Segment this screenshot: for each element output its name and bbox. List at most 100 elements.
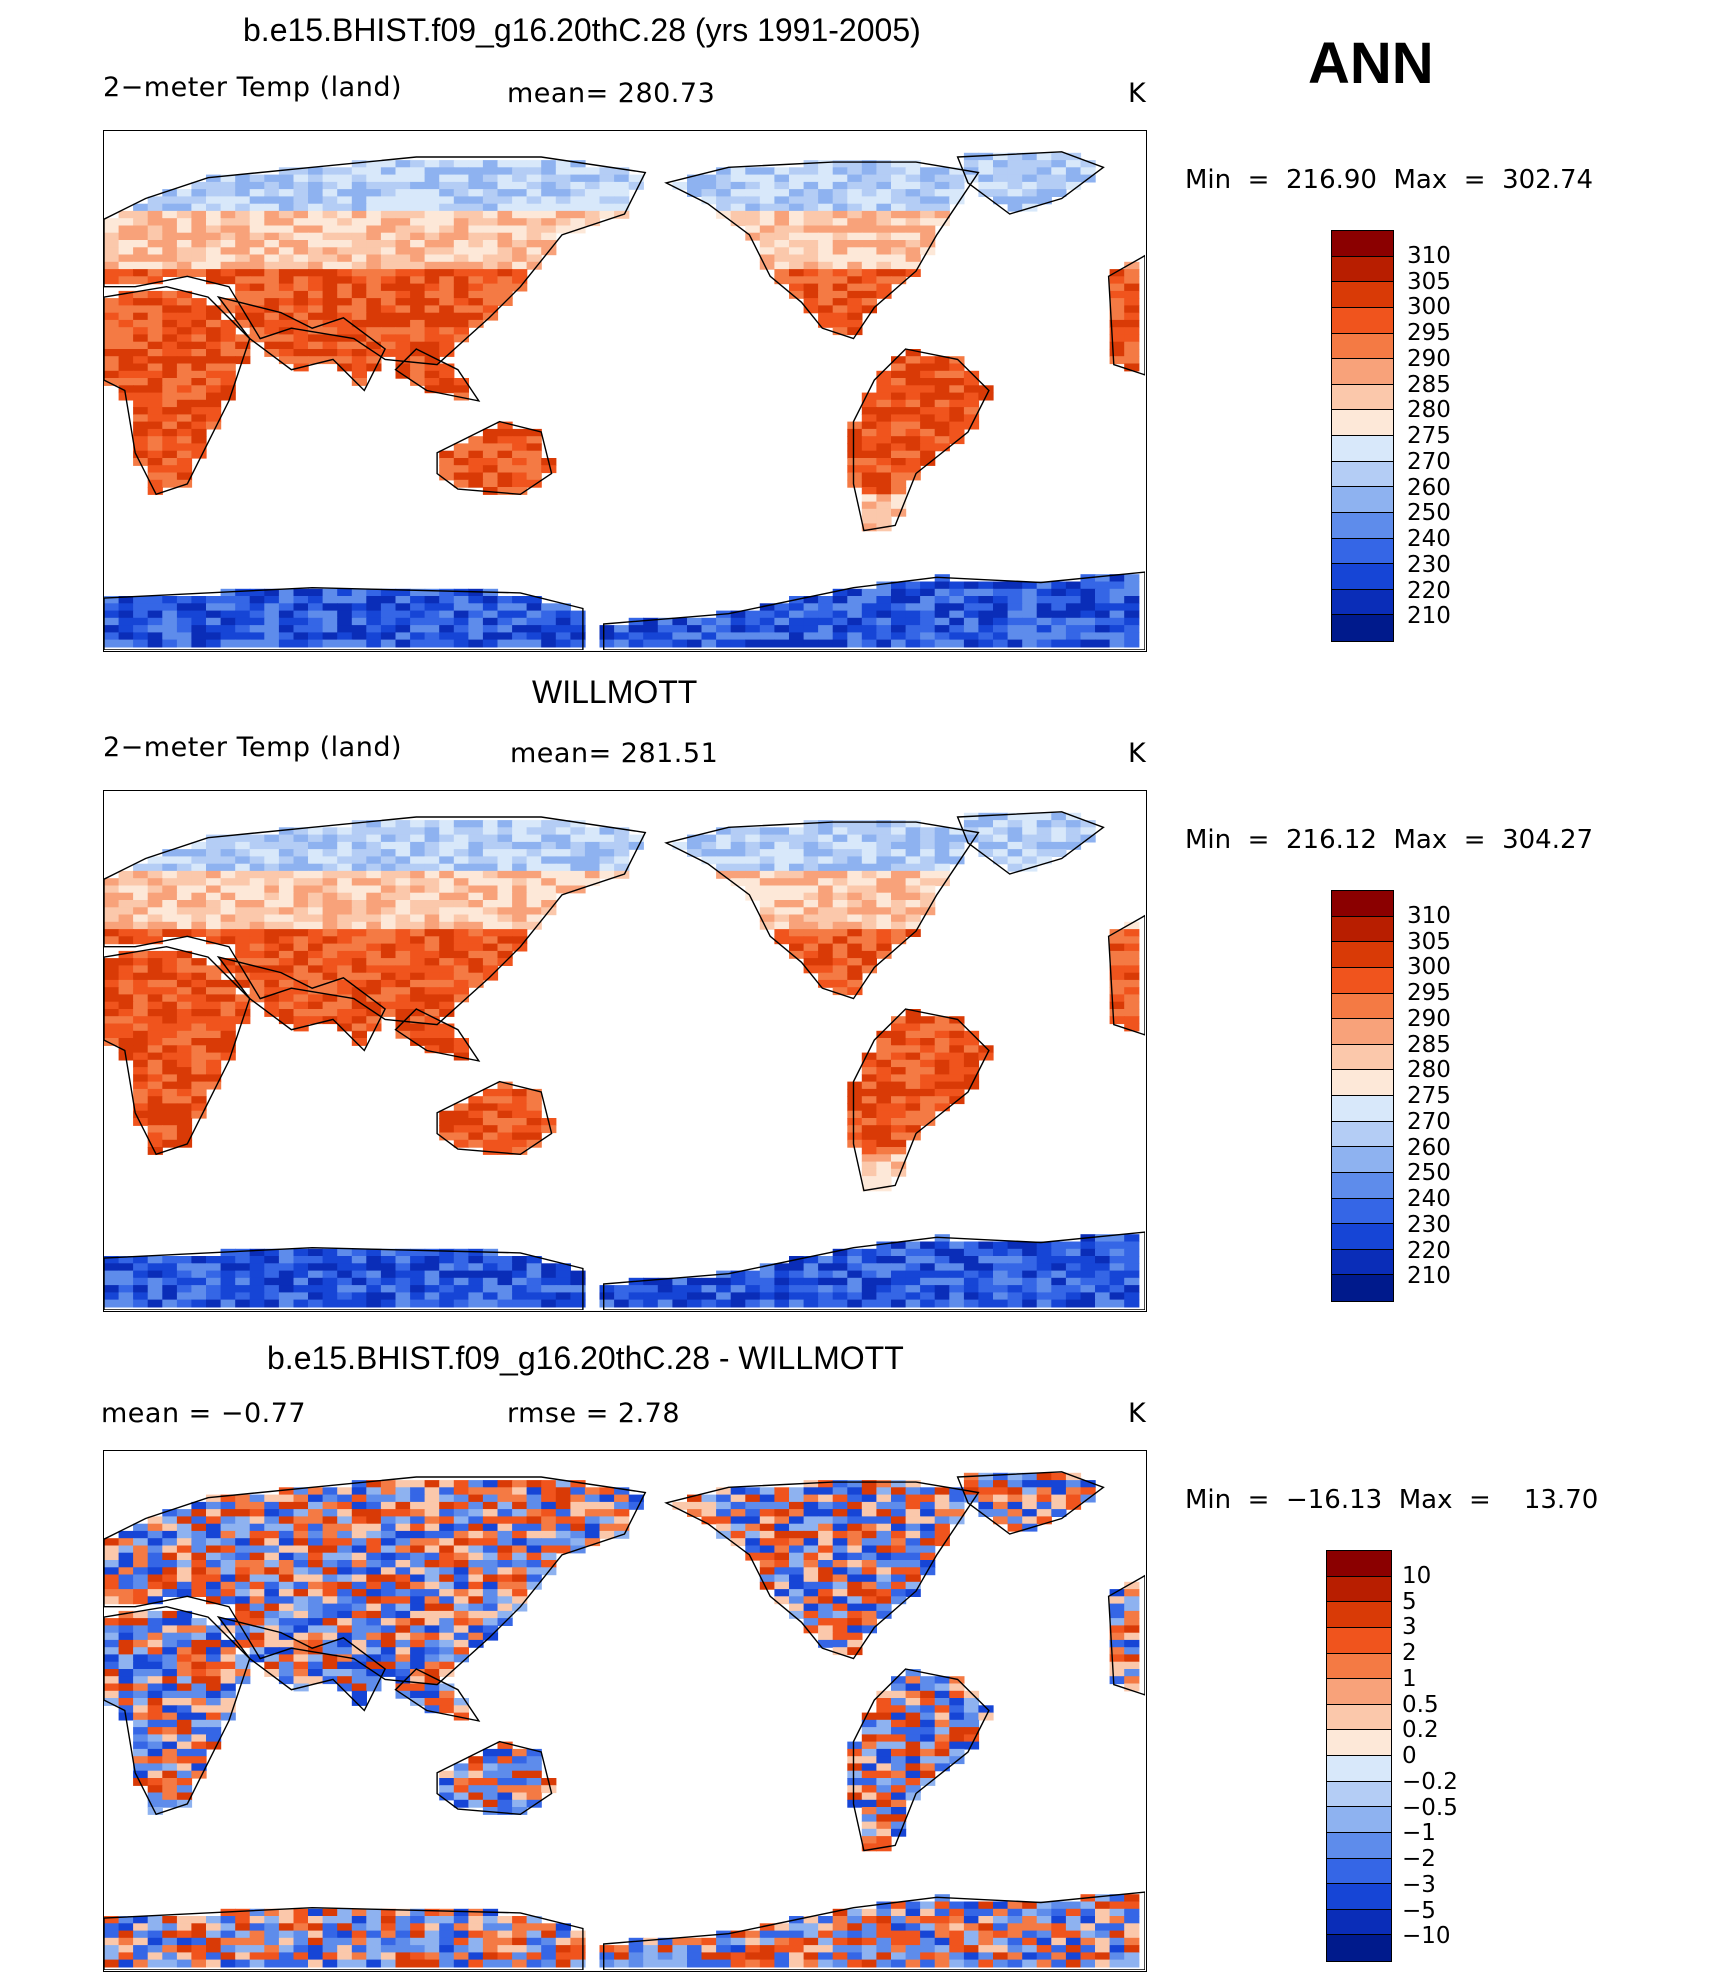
colorbar-label: 270 xyxy=(1407,1108,1451,1135)
colorbar-label: 230 xyxy=(1407,551,1451,578)
colorbar-label: 220 xyxy=(1407,1237,1451,1264)
colorbar-label: 300 xyxy=(1407,294,1451,321)
panel-1-mean-label: mean= 280.73 xyxy=(507,78,716,109)
colorbar-label: 260 xyxy=(1407,474,1451,501)
colorbar-label: 310 xyxy=(1407,902,1451,929)
colorbar-swatch xyxy=(1332,1172,1393,1199)
colorbar-swatch xyxy=(1332,1096,1393,1122)
colorbar-label: −1 xyxy=(1402,1820,1436,1847)
panel-1-map xyxy=(103,130,1147,652)
colorbar-label: 300 xyxy=(1407,954,1451,981)
colorbar-swatch xyxy=(1332,891,1393,917)
colorbar-label: 1 xyxy=(1402,1665,1417,1692)
colorbar-label: 0 xyxy=(1402,1743,1417,1769)
panel-3-map xyxy=(103,1450,1147,1972)
colorbar-swatch xyxy=(1327,1858,1391,1885)
panel-3-rmse-label: rmse = 2.78 xyxy=(507,1398,681,1429)
panel-2-map xyxy=(103,790,1147,1312)
panel-1-unit-label: K xyxy=(1128,78,1147,109)
colorbar-label: −3 xyxy=(1402,1871,1436,1898)
colorbar-label: 305 xyxy=(1407,268,1451,295)
colorbar-label: 210 xyxy=(1407,1263,1451,1290)
colorbar-label: 230 xyxy=(1407,1211,1451,1238)
colorbar-swatch xyxy=(1332,282,1393,308)
colorbar-label: 220 xyxy=(1407,577,1451,604)
colorbar-swatch xyxy=(1332,1070,1393,1096)
colorbar-label: 240 xyxy=(1407,1186,1451,1212)
colorbar-swatch xyxy=(1332,564,1393,590)
colorbar-swatch xyxy=(1332,993,1393,1020)
colorbar-label: −10 xyxy=(1402,1923,1451,1950)
panel-1-colorbar-labels: 310 305 300 295 290 285 280 275 270 260 250 240 230 2… xyxy=(1407,230,1527,642)
colorbar-swatch xyxy=(1327,1576,1391,1603)
colorbar-swatch xyxy=(1332,1198,1393,1225)
panel-3-unit-label: K xyxy=(1128,1398,1147,1429)
panel-2-minmax: Min = 216.12 Max = 304.27 xyxy=(1185,825,1594,855)
colorbar-label: −0.2 xyxy=(1402,1768,1458,1795)
colorbar-swatch xyxy=(1327,1807,1391,1833)
colorbar-label: 260 xyxy=(1407,1134,1451,1161)
panel-2-title: WILLMOTT xyxy=(532,674,698,710)
colorbar-swatch xyxy=(1332,231,1393,257)
colorbar-swatch xyxy=(1332,410,1393,436)
colorbar-label: 295 xyxy=(1407,320,1451,346)
colorbar-label: 5 xyxy=(1402,1588,1417,1615)
panel-3-colorbar-labels: 10 5 3 2 1 0.5 0.2 0 −0.2 −0.5 −1 −2 −3 −5 −10 xyxy=(1402,1550,1522,1962)
colorbar-swatch xyxy=(1327,1627,1391,1654)
panel-1-title: b.e15.BHIST.f09_g16.20thC.28 (yrs 1991-2… xyxy=(243,12,921,48)
colorbar-label: 270 xyxy=(1407,448,1451,475)
colorbar-swatch xyxy=(1332,461,1393,488)
colorbar-swatch xyxy=(1327,1909,1391,1936)
colorbar-swatch xyxy=(1327,1884,1391,1910)
colorbar-label: 305 xyxy=(1407,928,1451,955)
colorbar-swatch xyxy=(1332,1147,1393,1173)
colorbar-swatch xyxy=(1332,615,1393,641)
colorbar-swatch xyxy=(1332,487,1393,513)
colorbar-label: 285 xyxy=(1407,371,1451,398)
colorbar-swatch xyxy=(1327,1704,1391,1731)
panel-1-variable-label: 2−meter Temp (land) xyxy=(103,72,402,103)
panel-1-map-canvas xyxy=(104,151,1145,650)
colorbar-swatch xyxy=(1332,256,1393,283)
colorbar-swatch xyxy=(1327,1551,1391,1577)
colorbar-label: −2 xyxy=(1402,1846,1436,1872)
colorbar-label: 240 xyxy=(1407,526,1451,552)
colorbar-swatch xyxy=(1332,1019,1393,1045)
colorbar-swatch xyxy=(1327,1935,1391,1961)
panel-2-map-canvas xyxy=(104,811,1145,1310)
colorbar-label: 2 xyxy=(1402,1640,1417,1666)
colorbar-label: 290 xyxy=(1407,1005,1451,1032)
colorbar-label: 280 xyxy=(1407,1057,1451,1084)
colorbar-swatch xyxy=(1327,1832,1391,1859)
panel-2-colorbar-labels: 310 305 300 295 290 285 280 275 270 260 250 240 230 2… xyxy=(1407,890,1527,1302)
colorbar-swatch xyxy=(1332,307,1393,334)
colorbar-swatch xyxy=(1332,916,1393,943)
colorbar-swatch xyxy=(1332,1224,1393,1250)
colorbar-swatch xyxy=(1327,1730,1391,1756)
colorbar-swatch xyxy=(1327,1602,1391,1628)
colorbar-swatch xyxy=(1332,942,1393,968)
panel-2-mean-label: mean= 281.51 xyxy=(510,738,719,769)
colorbar-label: 3 xyxy=(1402,1614,1417,1641)
colorbar-label: −0.5 xyxy=(1402,1794,1458,1821)
panel-2-variable-label: 2−meter Temp (land) xyxy=(103,732,402,763)
colorbar-swatch xyxy=(1332,1249,1393,1276)
colorbar-label: 280 xyxy=(1407,397,1451,424)
colorbar-swatch xyxy=(1327,1679,1391,1705)
colorbar-label: 290 xyxy=(1407,345,1451,372)
panel-3-minmax: Min = −16.13 Max = 13.70 xyxy=(1185,1485,1599,1515)
panel-3-map-canvas xyxy=(104,1471,1145,1970)
colorbar-label: 210 xyxy=(1407,603,1451,630)
colorbar-swatch xyxy=(1332,967,1393,994)
colorbar-label: 10 xyxy=(1402,1562,1432,1589)
panel-1-colorbar xyxy=(1331,230,1394,642)
panel-2-unit-label: K xyxy=(1128,738,1147,769)
colorbar-swatch xyxy=(1332,1121,1393,1148)
colorbar-label: 310 xyxy=(1407,242,1451,269)
colorbar-swatch xyxy=(1332,538,1393,565)
season-label: ANN xyxy=(1308,31,1434,96)
colorbar-label: 0.2 xyxy=(1402,1717,1439,1744)
colorbar-swatch xyxy=(1327,1781,1391,1808)
colorbar-swatch xyxy=(1332,384,1393,411)
colorbar-swatch xyxy=(1332,512,1393,539)
